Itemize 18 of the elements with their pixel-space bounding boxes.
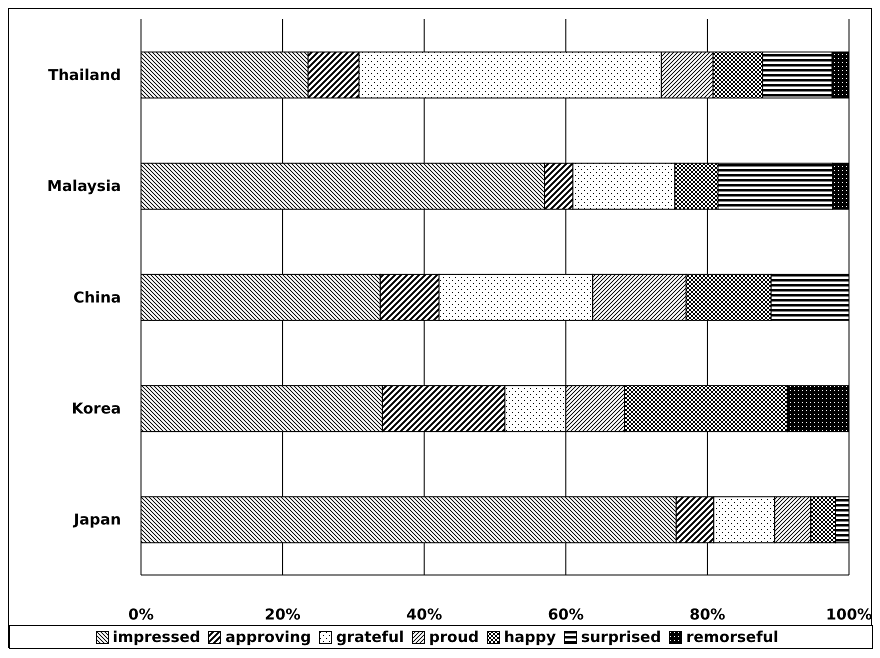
legend-label: proud	[428, 628, 479, 646]
x-tick-label: 100%	[826, 606, 872, 624]
x-tick-label: 20%	[264, 606, 301, 624]
y-tick-label: Korea	[72, 400, 121, 418]
y-tick-label: Malaysia	[47, 177, 121, 196]
legend-label: surprised	[580, 628, 662, 646]
legend-label: impressed	[112, 628, 200, 646]
x-tick-label: 0%	[128, 606, 154, 624]
y-tick-label: Thailand	[48, 66, 121, 84]
y-tick-label: Japan	[72, 510, 121, 529]
x-tick-label: 80%	[689, 606, 726, 624]
legend-label: remorseful	[685, 628, 778, 646]
x-tick-label: 60%	[548, 606, 584, 624]
legend-label: happy	[502, 628, 556, 646]
legend-label: grateful	[335, 628, 404, 646]
legend-label: approving	[224, 628, 312, 646]
y-tick-label: China	[73, 288, 121, 306]
x-tick-label: 40%	[406, 606, 442, 624]
